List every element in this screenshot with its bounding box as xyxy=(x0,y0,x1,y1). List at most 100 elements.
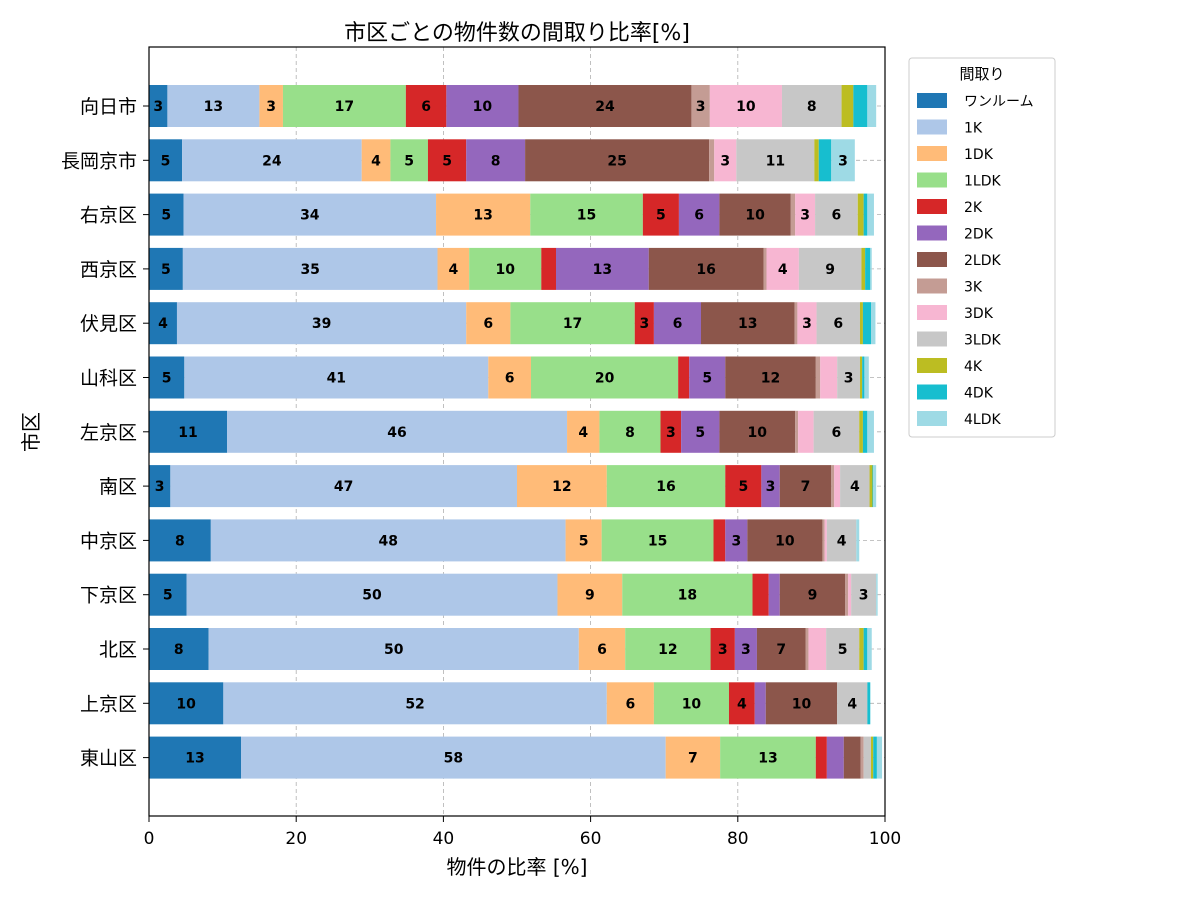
bar-value-label: 6 xyxy=(421,99,431,115)
bar-segment xyxy=(606,465,726,508)
bar-segment xyxy=(831,139,855,182)
bar-value-label: 5 xyxy=(738,479,748,495)
legend-entry-label: 2LDK xyxy=(964,253,1001,269)
bar-segment xyxy=(853,85,868,127)
bar-value-label: 3 xyxy=(844,371,854,387)
bar-value-label: 18 xyxy=(678,588,697,604)
bar-segment xyxy=(530,193,643,236)
bar-segment xyxy=(557,573,623,616)
legend: 間取り ワンルーム 1K 1DK 1LDK 2K 2DK 2LDK 3K 3DK 3LDK 4K 4D… xyxy=(908,57,1056,438)
bar-segment xyxy=(795,410,799,453)
bar-segment xyxy=(149,247,183,290)
bar-segment xyxy=(208,628,579,670)
bar-value-label: 10 xyxy=(748,425,768,441)
bar-value-label: 10 xyxy=(775,533,795,549)
bar-segment xyxy=(840,465,870,508)
bar-segment xyxy=(541,247,557,290)
category-label: 左京区 xyxy=(80,422,137,444)
bar-segment xyxy=(446,85,519,127)
bar-segment xyxy=(149,139,183,182)
bar-segment xyxy=(390,139,428,182)
bar-segment xyxy=(805,628,809,670)
bar-segment xyxy=(864,356,869,399)
bar-segment xyxy=(808,628,827,670)
bar-segment xyxy=(622,573,753,616)
bar-segment xyxy=(761,465,780,508)
legend-entry-label: 2K xyxy=(964,200,983,216)
category-label: 西京区 xyxy=(80,259,137,281)
bar-segment xyxy=(815,193,858,236)
bar-value-label: 3 xyxy=(696,99,706,115)
bar-value-label: 10 xyxy=(473,99,493,115)
legend-entry-label: 1LDK xyxy=(964,174,1001,190)
bar-value-label: 15 xyxy=(648,533,667,549)
bar-segment xyxy=(848,573,852,616)
bar-segment xyxy=(763,247,767,290)
bar-segment xyxy=(857,193,864,236)
bar-value-label: 3 xyxy=(155,479,165,495)
bar-segment xyxy=(149,573,187,616)
bar-value-label: 34 xyxy=(300,208,320,224)
bar-segment xyxy=(862,302,872,345)
bar-value-label: 6 xyxy=(694,208,704,224)
bar-segment xyxy=(859,628,864,670)
legend-swatch xyxy=(917,278,947,294)
chart-title: 市区ごとの物件数の間取り比率[%] xyxy=(344,21,690,46)
bar-value-label: 48 xyxy=(378,533,397,549)
bar-segment xyxy=(241,736,666,779)
y-axis-label: 市区 xyxy=(19,412,43,452)
bars-group xyxy=(149,85,883,779)
bar-value-label: 6 xyxy=(505,371,515,387)
legend-entry-label: 4K xyxy=(964,359,983,375)
bar-segment xyxy=(361,139,391,182)
bar-value-label: 3 xyxy=(800,208,810,224)
category-label: 中京区 xyxy=(80,530,137,552)
bar-value-label: 6 xyxy=(833,316,843,332)
bar-value-label: 8 xyxy=(807,99,817,115)
bar-value-label: 12 xyxy=(658,642,677,658)
bar-value-label: 47 xyxy=(334,479,353,495)
bar-segment xyxy=(665,736,721,779)
category-label: 北区 xyxy=(99,639,137,661)
bar-value-label: 5 xyxy=(702,371,712,387)
bar-segment xyxy=(567,410,600,453)
bar-segment xyxy=(436,193,531,236)
bar-segment xyxy=(719,193,791,236)
legend-entry-label: 3LDK xyxy=(964,333,1001,349)
bar-value-label: 8 xyxy=(174,642,184,658)
legend-entry-label: ワンルーム xyxy=(964,94,1034,110)
legend-swatch xyxy=(917,252,947,267)
bar-segment xyxy=(725,519,748,562)
category-label: 下京区 xyxy=(80,585,137,607)
bar-segment xyxy=(781,85,842,127)
bar-value-label: 13 xyxy=(758,751,777,767)
bar-segment xyxy=(556,247,649,290)
bar-segment xyxy=(282,85,406,127)
bar-segment xyxy=(176,302,467,345)
bar-value-label: 24 xyxy=(595,99,615,115)
bar-value-label: 4 xyxy=(778,262,788,278)
bar-value-label: 3 xyxy=(666,425,676,441)
bar-segment xyxy=(862,410,868,453)
bar-segment xyxy=(794,302,798,345)
bar-value-label: 5 xyxy=(404,153,414,169)
bar-segment xyxy=(149,519,211,562)
bar-value-label: 3 xyxy=(720,153,730,169)
category-label: 右京区 xyxy=(80,205,137,227)
bar-value-label: 5 xyxy=(838,642,848,658)
bar-segment xyxy=(642,193,679,236)
bar-segment xyxy=(822,519,825,562)
legend-swatch xyxy=(917,305,947,320)
bar-segment xyxy=(689,356,726,399)
bar-value-label: 50 xyxy=(362,588,382,604)
bar-value-label: 6 xyxy=(483,316,493,332)
legend-swatch xyxy=(917,172,947,188)
bar-segment xyxy=(795,193,816,236)
bar-segment xyxy=(860,736,864,779)
category-label: 伏見区 xyxy=(80,313,137,335)
bar-segment xyxy=(517,465,607,508)
category-label: 上京区 xyxy=(80,693,137,715)
bar-value-label: 52 xyxy=(405,696,424,712)
legend-swatch xyxy=(917,411,947,426)
